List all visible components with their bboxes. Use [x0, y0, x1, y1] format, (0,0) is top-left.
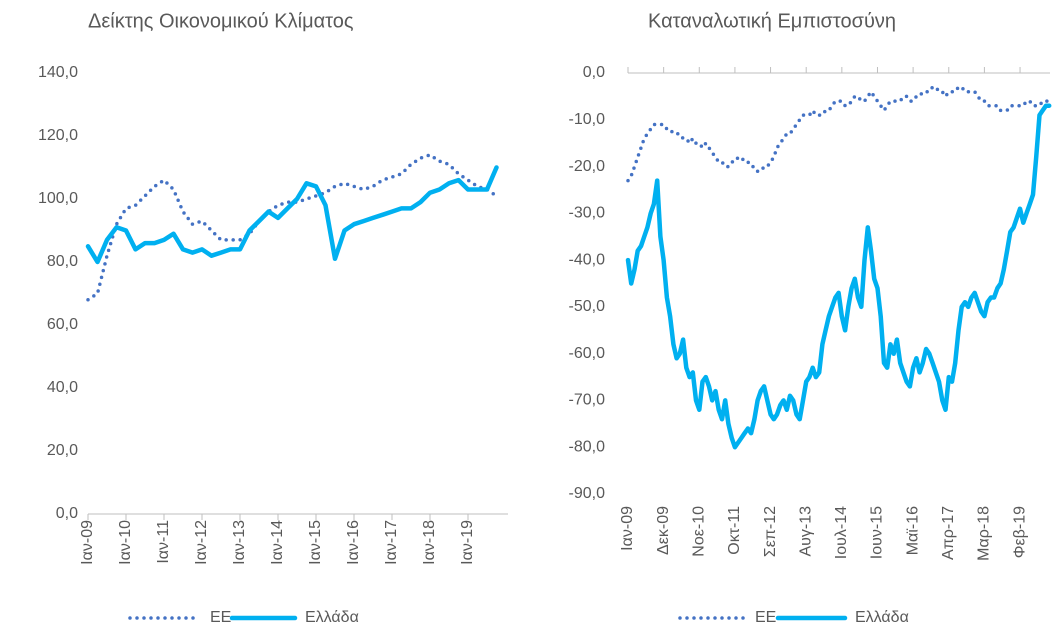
- x-tick-label: Ιαν-19: [459, 520, 476, 565]
- series-line: [626, 85, 1051, 183]
- x-tick-label: Ιαν-09: [619, 506, 636, 551]
- y-tick-label: 20,0: [47, 442, 78, 459]
- y-tick-label: -50,0: [569, 298, 606, 315]
- legend-label: ΕΕ: [210, 609, 231, 626]
- series-line: [625, 103, 1052, 450]
- x-tick-label: Αυγ-13: [797, 506, 814, 557]
- x-tick-label: Ιαν-13: [231, 520, 248, 565]
- y-tick-label: 80,0: [47, 253, 78, 270]
- y-tick-label: 0,0: [56, 505, 78, 522]
- x-tick-label: Μαρ-18: [976, 506, 993, 561]
- series-line: [86, 153, 499, 302]
- chart-title: Δείκτης Οικονομικού Κλίματος: [88, 10, 354, 32]
- x-tick-label: Νοε-10: [690, 506, 707, 557]
- x-tick-label: Μαϊ-16: [904, 506, 921, 555]
- y-tick-label: 60,0: [47, 316, 78, 333]
- y-tick-label: -40,0: [569, 251, 606, 268]
- y-tick-label: 140,0: [38, 64, 78, 81]
- x-tick-label: Ιαν-16: [345, 520, 362, 565]
- y-tick-label: 40,0: [47, 379, 78, 396]
- x-tick-label: Δεκ-09: [655, 506, 672, 555]
- x-tick-label: Σεπ-12: [762, 506, 779, 557]
- x-tick-label: Ιαν-12: [193, 520, 210, 565]
- legend-label: Ελλάδα: [855, 609, 909, 626]
- x-tick-label: Ιαν-15: [307, 520, 324, 565]
- y-tick-label: -30,0: [569, 205, 606, 222]
- x-tick-label: Ιαν-17: [383, 520, 400, 565]
- y-tick-label: -70,0: [569, 392, 606, 409]
- y-tick-label: 120,0: [38, 127, 78, 144]
- y-tick-label: -20,0: [569, 158, 606, 175]
- series-line: [85, 165, 499, 265]
- y-tick-label: -60,0: [569, 345, 606, 362]
- y-tick-label: -10,0: [569, 111, 606, 128]
- x-tick-label: Ιουν-15: [869, 506, 886, 559]
- x-tick-label: Ιαν-10: [117, 520, 134, 565]
- y-tick-label: 100,0: [38, 190, 78, 207]
- x-tick-label: Απρ-17: [940, 506, 957, 560]
- x-tick-label: Ιαν-14: [269, 520, 286, 565]
- x-tick-label: Οκτ-11: [726, 506, 743, 555]
- x-tick-label: Ιουλ-14: [833, 506, 850, 559]
- y-tick-label: -90,0: [569, 485, 606, 502]
- chart-title: Καταναλωτική Εμπιστοσύνη: [648, 10, 896, 32]
- x-tick-label: Ιαν-18: [421, 520, 438, 565]
- x-tick-label: Ιαν-09: [79, 520, 96, 565]
- x-tick-label: Ιαν-11: [155, 520, 172, 564]
- x-tick-label: Φεβ-19: [1011, 506, 1028, 558]
- legend-label: Ελλάδα: [305, 609, 359, 626]
- legend-label: ΕΕ: [755, 609, 776, 626]
- y-tick-label: -80,0: [569, 438, 606, 455]
- y-tick-label: 0,0: [583, 64, 605, 81]
